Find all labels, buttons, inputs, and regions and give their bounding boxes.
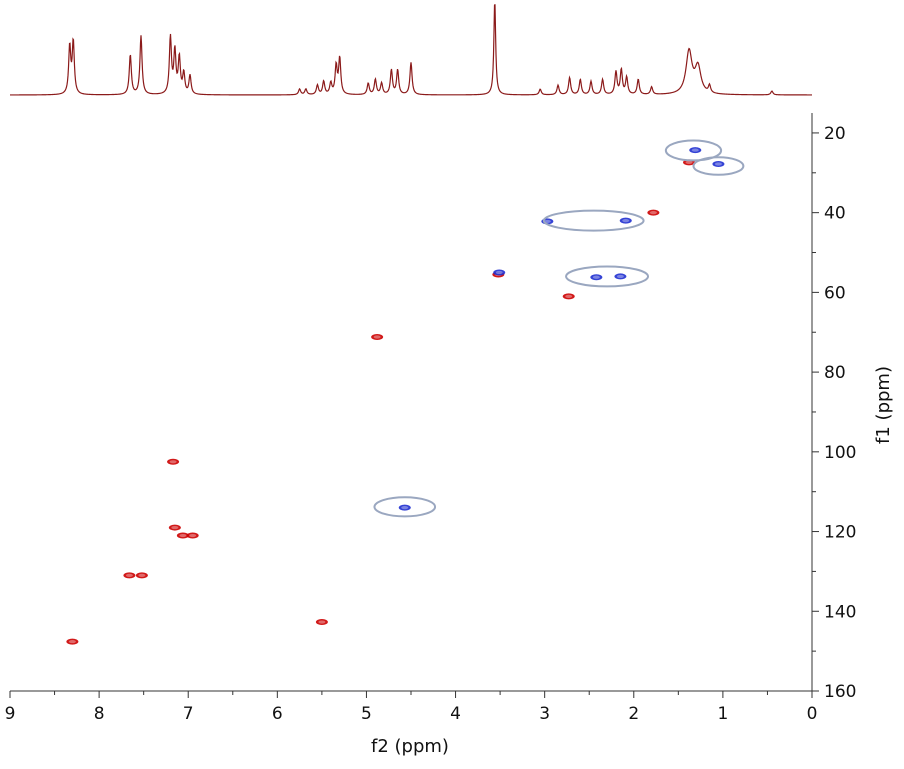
x-tick-label: 0	[807, 704, 818, 724]
positive-cross-peak	[168, 524, 181, 531]
positive-cross-peak-core	[169, 460, 177, 464]
y-tick-label: 20	[824, 124, 846, 144]
positive-cross-peak	[135, 572, 148, 579]
x-axis-title: f2 (ppm)	[371, 736, 449, 757]
x-tick-label: 9	[5, 704, 16, 724]
positive-cross-peak-core	[565, 294, 573, 298]
negative-cross-peak-core	[616, 274, 624, 279]
negative-cross-peak-core	[495, 270, 503, 275]
positive-cross-peak	[315, 619, 328, 626]
highlight-ellipse	[542, 209, 645, 232]
y-tick-label: 40	[824, 204, 846, 224]
positive-cross-peak	[371, 334, 384, 341]
positive-cross-peak	[562, 293, 575, 300]
x-tick-label: 4	[450, 704, 461, 724]
y-axis-title: f1 (ppm)	[873, 366, 894, 444]
plot-area	[66, 139, 745, 645]
negative-cross-peak	[590, 274, 603, 281]
negative-cross-peak	[614, 273, 627, 280]
negative-cross-peak	[689, 147, 702, 154]
negative-cross-peak	[619, 217, 632, 224]
y-tick-label: 120	[824, 523, 856, 543]
negative-cross-peak-core	[592, 275, 600, 279]
positive-cross-peak	[176, 532, 189, 539]
y-tick-label: 80	[824, 363, 846, 383]
highlight-ellipse	[373, 496, 437, 518]
positive-cross-peak-core	[685, 160, 693, 165]
x-tick-label: 8	[94, 704, 105, 724]
x-tick-label: 2	[628, 704, 639, 724]
negative-cross-peak	[493, 269, 506, 276]
positive-cross-peak-core	[649, 211, 657, 215]
highlight-ellipse	[565, 265, 650, 288]
positive-cross-peak-core	[125, 573, 133, 578]
y-tick-label: 100	[824, 443, 856, 463]
x-tick-label: 5	[361, 704, 372, 724]
x-tick-label: 6	[272, 704, 283, 724]
positive-cross-peak-core	[189, 533, 197, 538]
highlight-ellipse	[664, 139, 723, 162]
x-tick-label: 7	[183, 704, 194, 724]
positive-cross-peak-core	[373, 335, 381, 339]
positive-cross-peak	[167, 458, 180, 465]
positive-cross-peak-core	[179, 533, 187, 538]
positive-cross-peak	[66, 638, 79, 645]
positive-cross-peak-core	[138, 573, 146, 578]
positive-cross-peak-core	[171, 525, 179, 530]
negative-cross-peak-core	[714, 162, 722, 166]
positive-cross-peak	[186, 532, 199, 539]
negative-cross-peak-core	[691, 148, 699, 152]
x-tick-label: 1	[717, 704, 728, 724]
x-tick-label: 3	[539, 704, 550, 724]
negative-cross-peak-core	[401, 506, 409, 510]
highlight-ellipse	[692, 156, 745, 176]
negative-cross-peak-core	[622, 219, 630, 223]
positive-cross-peak	[647, 209, 660, 216]
positive-cross-peak	[123, 572, 136, 579]
negative-cross-peak	[712, 161, 725, 168]
positive-cross-peak-core	[68, 639, 76, 644]
positive-cross-peak-core	[318, 620, 326, 624]
y-tick-label: 60	[824, 283, 846, 303]
proton-1d-spectrum	[10, 4, 812, 96]
axes: 9 8 7 6 5 4 3 2 1 0 20 40 60 80 100 120 140 160	[5, 113, 856, 724]
negative-cross-peak	[398, 504, 411, 511]
y-tick-label: 160	[824, 682, 856, 702]
proton-spectrum-trace	[10, 4, 812, 96]
y-tick-label: 140	[824, 602, 856, 622]
